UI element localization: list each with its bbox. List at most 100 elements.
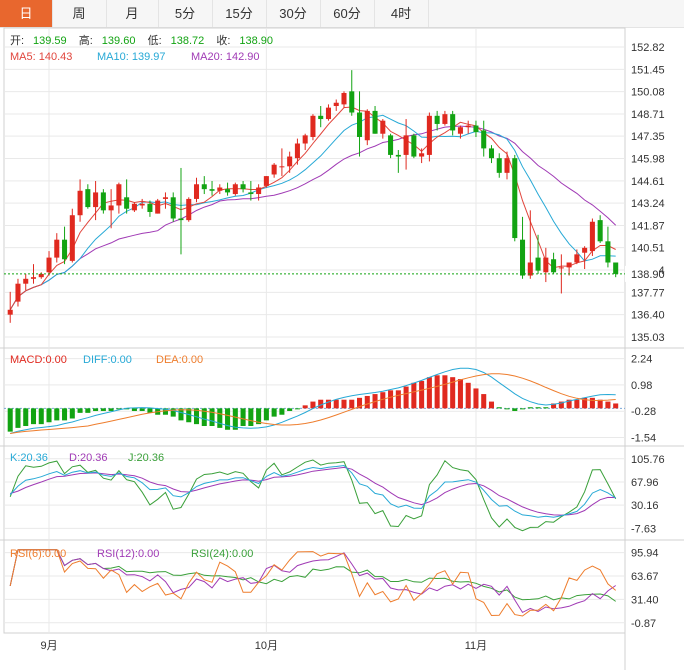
- macd-bar: [318, 399, 324, 409]
- macd-bar: [481, 394, 487, 409]
- macd-bar: [434, 375, 440, 409]
- candle-body: [201, 184, 207, 190]
- candle-body: [240, 184, 246, 190]
- price-tick-label: 136.40: [631, 310, 665, 322]
- macd-legend: MACD:0.00: [10, 354, 67, 366]
- macd-bar: [201, 408, 207, 427]
- candle-body: [62, 239, 68, 260]
- candle-body: [310, 115, 316, 137]
- macd-bar: [294, 408, 300, 410]
- ohlc-legend-label: 收:: [216, 33, 230, 47]
- candle-body: [54, 239, 60, 258]
- macd-bar: [77, 408, 83, 413]
- macd-tick-label: -0.28: [631, 406, 656, 418]
- candle-body: [263, 176, 269, 186]
- candle-body: [256, 187, 262, 195]
- price-tick-label: 135.03: [631, 332, 665, 344]
- candle-body: [225, 189, 231, 193]
- dea-line: [10, 373, 616, 434]
- price-tick-label: 151.45: [631, 64, 665, 76]
- candle-body: [333, 102, 339, 107]
- candle-body: [139, 203, 145, 206]
- ma20-line: [9, 125, 617, 311]
- macd-bar: [450, 377, 456, 409]
- kdj-tick-label: 67.96: [631, 477, 659, 489]
- macd-bar: [93, 408, 99, 411]
- macd-bar: [54, 408, 60, 421]
- ohlc-legend-label: 开:: [10, 35, 24, 47]
- rsi-legend: RSI(12):0.00: [97, 548, 159, 560]
- macd-bar: [566, 399, 572, 409]
- macd-bar: [504, 408, 510, 410]
- macd-bar: [442, 375, 448, 409]
- macd-bar: [225, 408, 231, 430]
- macd-bar: [263, 408, 269, 421]
- macd-bar: [395, 390, 401, 409]
- ohlc-legend-value: 139.60: [102, 35, 136, 47]
- candle-body: [372, 110, 378, 134]
- macd-bar: [279, 408, 285, 415]
- ohlc-legend-label: 高:: [79, 33, 93, 47]
- candle-body: [535, 257, 541, 271]
- candle-body: [551, 259, 557, 273]
- candle-body: [512, 158, 518, 239]
- price-tick-label: 141.87: [631, 220, 665, 232]
- macd-bar: [356, 397, 363, 409]
- kdj-tick-label: -7.63: [631, 523, 656, 535]
- macd-bar: [302, 405, 308, 409]
- tab-15分[interactable]: 15分: [212, 0, 267, 27]
- kdj-legend: K:20.36: [10, 452, 48, 464]
- candle-body: [186, 198, 192, 221]
- rsi-tick-label: 95.94: [631, 548, 659, 560]
- tab-30分[interactable]: 30分: [266, 0, 321, 27]
- macd-bar: [38, 408, 44, 425]
- macd-bar: [100, 408, 106, 411]
- candle-body: [23, 278, 29, 284]
- macd-bar: [582, 397, 588, 409]
- macd-bar: [325, 399, 331, 409]
- candle-body: [543, 257, 549, 273]
- macd-bar: [364, 395, 370, 409]
- macd-bar: [388, 390, 394, 409]
- candle-body: [566, 262, 572, 268]
- macd-tick-label: -1.54: [631, 432, 656, 444]
- macd-bar: [589, 397, 595, 409]
- candle-body: [395, 154, 401, 157]
- macd-bar: [240, 408, 246, 427]
- rsi-legend: RSI(24):0.00: [191, 548, 253, 560]
- candle-body: [124, 197, 130, 209]
- candle-body: [131, 203, 137, 211]
- ma-legend: MA20: 142.90: [191, 51, 260, 63]
- candle-body: [170, 197, 176, 219]
- ohlc-legend-label: 低:: [148, 34, 162, 47]
- ma-legend: MA10: 139.97: [97, 51, 166, 63]
- macd-bar: [217, 408, 223, 428]
- macd-bar: [333, 399, 339, 409]
- tab-4时[interactable]: 4时: [374, 0, 429, 27]
- tab-5分[interactable]: 5分: [158, 0, 213, 27]
- macd-bar: [232, 408, 238, 430]
- macd-bar: [473, 388, 479, 409]
- tab-日[interactable]: 日: [0, 0, 53, 27]
- stock-chart: 152.82 151.45 150.08 148.71 147.35 145.98 144.…: [0, 27, 684, 670]
- candle-body: [520, 239, 526, 276]
- kdj-j-line: [9, 459, 617, 532]
- macd-legend: DEA:0.00: [156, 354, 203, 366]
- candle-body: [356, 112, 363, 137]
- candle-body: [232, 184, 238, 195]
- candle-body: [193, 184, 200, 199]
- macd-bar: [488, 401, 495, 409]
- price-tick-label: 150.08: [631, 87, 665, 99]
- tab-60分[interactable]: 60分: [320, 0, 375, 27]
- candle-body: [411, 135, 417, 157]
- macd-bar: [527, 407, 533, 409]
- candle-body: [403, 135, 409, 155]
- candle-body: [271, 164, 277, 175]
- tab-月[interactable]: 月: [106, 0, 159, 27]
- macd-bar: [310, 401, 316, 409]
- x-tick-label: 10月: [255, 640, 278, 652]
- candle-body: [419, 153, 425, 157]
- candle-body: [30, 277, 37, 279]
- tab-周[interactable]: 周: [52, 0, 107, 27]
- macd-bar: [465, 382, 471, 409]
